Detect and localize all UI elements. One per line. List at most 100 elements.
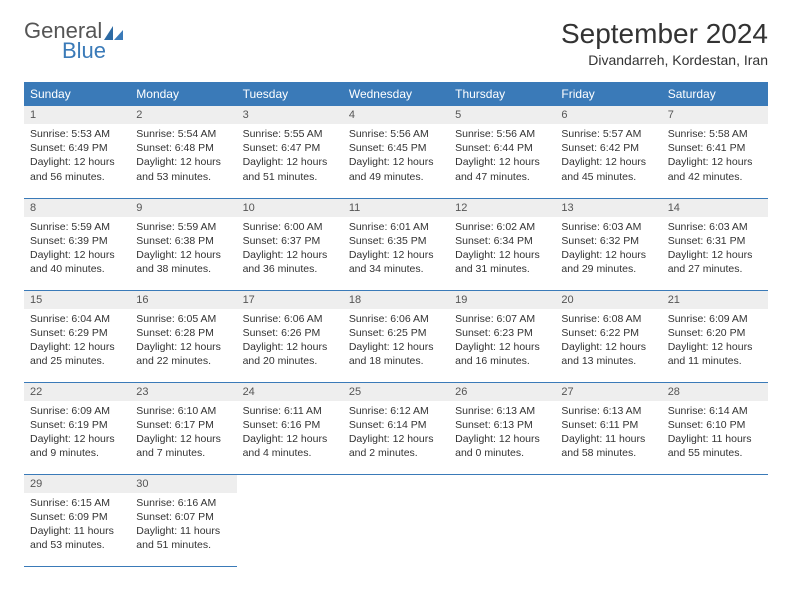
calendar-row: 1Sunrise: 5:53 AMSunset: 6:49 PMDaylight…	[24, 106, 768, 198]
calendar-cell: 7Sunrise: 5:58 AMSunset: 6:41 PMDaylight…	[662, 106, 768, 198]
calendar-cell: 23Sunrise: 6:10 AMSunset: 6:17 PMDayligh…	[130, 382, 236, 474]
calendar-row: 8Sunrise: 5:59 AMSunset: 6:39 PMDaylight…	[24, 198, 768, 290]
sunset-text: Sunset: 6:41 PM	[668, 141, 762, 155]
logo-text-blue: Blue	[62, 38, 126, 64]
logo: GeneralBlue	[24, 18, 126, 64]
day-body: Sunrise: 6:00 AMSunset: 6:37 PMDaylight:…	[237, 217, 343, 283]
calendar-cell: 26Sunrise: 6:13 AMSunset: 6:13 PMDayligh…	[449, 382, 555, 474]
sunrise-text: Sunrise: 6:00 AM	[243, 220, 337, 234]
calendar-cell: 24Sunrise: 6:11 AMSunset: 6:16 PMDayligh…	[237, 382, 343, 474]
calendar-row: 22Sunrise: 6:09 AMSunset: 6:19 PMDayligh…	[24, 382, 768, 474]
daylight-text: Daylight: 12 hours and 27 minutes.	[668, 248, 762, 276]
sunrise-text: Sunrise: 5:55 AM	[243, 127, 337, 141]
day-body: Sunrise: 6:11 AMSunset: 6:16 PMDaylight:…	[237, 401, 343, 467]
daylight-text: Daylight: 12 hours and 7 minutes.	[136, 432, 230, 460]
day-body: Sunrise: 6:09 AMSunset: 6:19 PMDaylight:…	[24, 401, 130, 467]
daylight-text: Daylight: 12 hours and 36 minutes.	[243, 248, 337, 276]
day-body: Sunrise: 6:06 AMSunset: 6:25 PMDaylight:…	[343, 309, 449, 375]
sunset-text: Sunset: 6:28 PM	[136, 326, 230, 340]
month-title: September 2024	[561, 18, 768, 50]
sunset-text: Sunset: 6:31 PM	[668, 234, 762, 248]
sunrise-text: Sunrise: 6:13 AM	[561, 404, 655, 418]
day-number: 11	[343, 199, 449, 217]
sunrise-text: Sunrise: 6:13 AM	[455, 404, 549, 418]
day-body: Sunrise: 6:07 AMSunset: 6:23 PMDaylight:…	[449, 309, 555, 375]
sunset-text: Sunset: 6:32 PM	[561, 234, 655, 248]
day-body: Sunrise: 5:59 AMSunset: 6:39 PMDaylight:…	[24, 217, 130, 283]
daylight-text: Daylight: 12 hours and 53 minutes.	[136, 155, 230, 183]
sunset-text: Sunset: 6:20 PM	[668, 326, 762, 340]
day-body: Sunrise: 6:13 AMSunset: 6:11 PMDaylight:…	[555, 401, 661, 467]
sunset-text: Sunset: 6:16 PM	[243, 418, 337, 432]
sunrise-text: Sunrise: 6:06 AM	[349, 312, 443, 326]
day-header: Sunday	[24, 82, 130, 106]
calendar-cell: 12Sunrise: 6:02 AMSunset: 6:34 PMDayligh…	[449, 198, 555, 290]
daylight-text: Daylight: 12 hours and 9 minutes.	[30, 432, 124, 460]
day-number: 29	[24, 475, 130, 493]
day-number: 4	[343, 106, 449, 124]
sunrise-text: Sunrise: 5:54 AM	[136, 127, 230, 141]
location: Divandarreh, Kordestan, Iran	[561, 52, 768, 68]
sunset-text: Sunset: 6:13 PM	[455, 418, 549, 432]
day-body: Sunrise: 6:03 AMSunset: 6:31 PMDaylight:…	[662, 217, 768, 283]
calendar-cell: 2Sunrise: 5:54 AMSunset: 6:48 PMDaylight…	[130, 106, 236, 198]
daylight-text: Daylight: 11 hours and 58 minutes.	[561, 432, 655, 460]
sunset-text: Sunset: 6:37 PM	[243, 234, 337, 248]
calendar-cell: 17Sunrise: 6:06 AMSunset: 6:26 PMDayligh…	[237, 290, 343, 382]
day-number: 19	[449, 291, 555, 309]
calendar-cell	[343, 474, 449, 566]
calendar-cell: 9Sunrise: 5:59 AMSunset: 6:38 PMDaylight…	[130, 198, 236, 290]
calendar-table: Sunday Monday Tuesday Wednesday Thursday…	[24, 82, 768, 567]
calendar-row: 29Sunrise: 6:15 AMSunset: 6:09 PMDayligh…	[24, 474, 768, 566]
day-header: Wednesday	[343, 82, 449, 106]
sunrise-text: Sunrise: 6:04 AM	[30, 312, 124, 326]
daylight-text: Daylight: 12 hours and 38 minutes.	[136, 248, 230, 276]
day-number: 3	[237, 106, 343, 124]
day-body: Sunrise: 6:13 AMSunset: 6:13 PMDaylight:…	[449, 401, 555, 467]
day-body: Sunrise: 6:15 AMSunset: 6:09 PMDaylight:…	[24, 493, 130, 559]
day-number: 13	[555, 199, 661, 217]
day-number: 5	[449, 106, 555, 124]
daylight-text: Daylight: 11 hours and 55 minutes.	[668, 432, 762, 460]
sunset-text: Sunset: 6:07 PM	[136, 510, 230, 524]
calendar-cell: 14Sunrise: 6:03 AMSunset: 6:31 PMDayligh…	[662, 198, 768, 290]
sunrise-text: Sunrise: 6:11 AM	[243, 404, 337, 418]
day-body: Sunrise: 6:16 AMSunset: 6:07 PMDaylight:…	[130, 493, 236, 559]
day-body: Sunrise: 6:02 AMSunset: 6:34 PMDaylight:…	[449, 217, 555, 283]
sunset-text: Sunset: 6:10 PM	[668, 418, 762, 432]
calendar-cell: 15Sunrise: 6:04 AMSunset: 6:29 PMDayligh…	[24, 290, 130, 382]
day-header: Monday	[130, 82, 236, 106]
day-body: Sunrise: 5:58 AMSunset: 6:41 PMDaylight:…	[662, 124, 768, 190]
day-body: Sunrise: 5:55 AMSunset: 6:47 PMDaylight:…	[237, 124, 343, 190]
sunrise-text: Sunrise: 6:16 AM	[136, 496, 230, 510]
sunrise-text: Sunrise: 5:53 AM	[30, 127, 124, 141]
day-number: 10	[237, 199, 343, 217]
sunset-text: Sunset: 6:44 PM	[455, 141, 549, 155]
day-number: 21	[662, 291, 768, 309]
day-number: 15	[24, 291, 130, 309]
sunrise-text: Sunrise: 5:56 AM	[455, 127, 549, 141]
daylight-text: Daylight: 11 hours and 53 minutes.	[30, 524, 124, 552]
day-body: Sunrise: 6:01 AMSunset: 6:35 PMDaylight:…	[343, 217, 449, 283]
daylight-text: Daylight: 12 hours and 20 minutes.	[243, 340, 337, 368]
sunset-text: Sunset: 6:09 PM	[30, 510, 124, 524]
calendar-cell: 20Sunrise: 6:08 AMSunset: 6:22 PMDayligh…	[555, 290, 661, 382]
sunrise-text: Sunrise: 6:03 AM	[668, 220, 762, 234]
day-body: Sunrise: 6:12 AMSunset: 6:14 PMDaylight:…	[343, 401, 449, 467]
calendar-cell	[449, 474, 555, 566]
calendar-cell: 4Sunrise: 5:56 AMSunset: 6:45 PMDaylight…	[343, 106, 449, 198]
daylight-text: Daylight: 12 hours and 11 minutes.	[668, 340, 762, 368]
daylight-text: Daylight: 12 hours and 2 minutes.	[349, 432, 443, 460]
day-header: Saturday	[662, 82, 768, 106]
day-number: 7	[662, 106, 768, 124]
sunset-text: Sunset: 6:38 PM	[136, 234, 230, 248]
calendar-cell: 19Sunrise: 6:07 AMSunset: 6:23 PMDayligh…	[449, 290, 555, 382]
calendar-cell: 30Sunrise: 6:16 AMSunset: 6:07 PMDayligh…	[130, 474, 236, 566]
day-number: 22	[24, 383, 130, 401]
sunrise-text: Sunrise: 6:01 AM	[349, 220, 443, 234]
day-number: 26	[449, 383, 555, 401]
calendar-cell: 27Sunrise: 6:13 AMSunset: 6:11 PMDayligh…	[555, 382, 661, 474]
calendar-cell	[555, 474, 661, 566]
day-number: 18	[343, 291, 449, 309]
sunrise-text: Sunrise: 6:12 AM	[349, 404, 443, 418]
